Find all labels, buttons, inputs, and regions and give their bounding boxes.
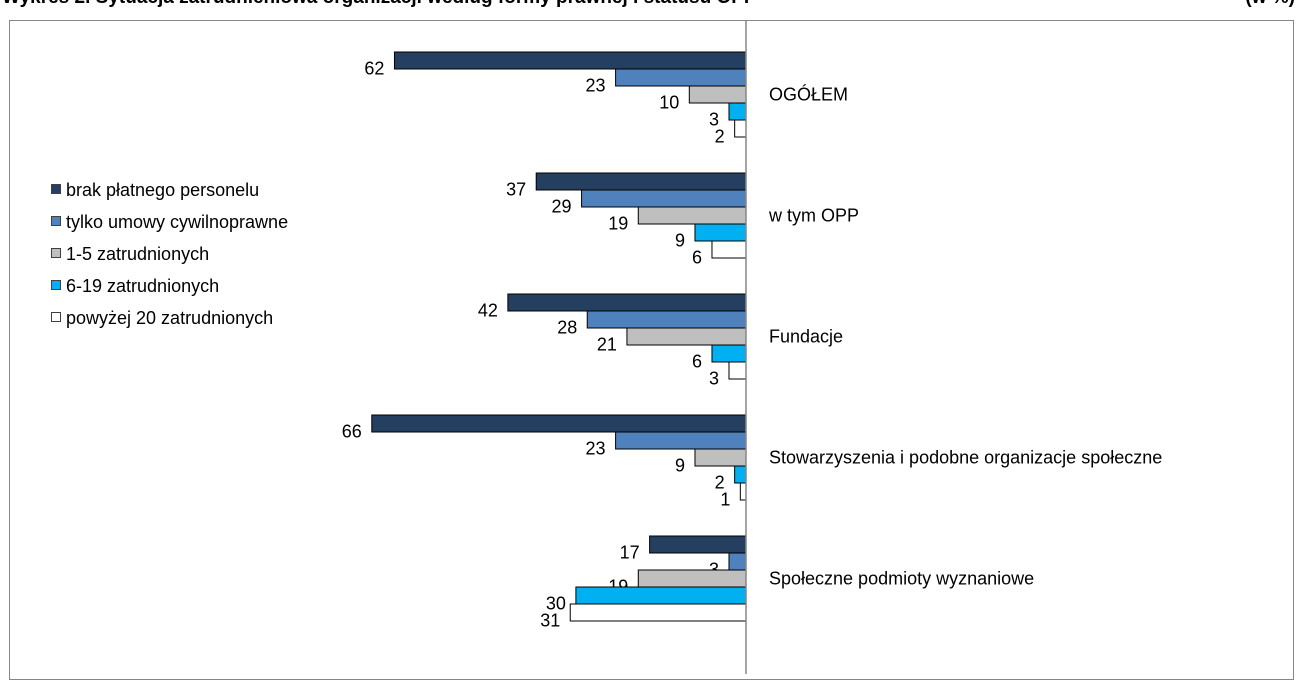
- legend-swatch: [51, 184, 61, 194]
- legend-label: tylko umowy cywilnoprawne: [66, 212, 289, 232]
- data-label: 2: [715, 473, 725, 493]
- bar: [728, 552, 747, 571]
- bar: [739, 482, 747, 501]
- data-label: 23: [586, 439, 606, 459]
- legend-label: 6-19 zatrudnionych: [66, 276, 220, 296]
- bar: [393, 51, 747, 70]
- data-label: 6: [692, 352, 702, 372]
- chart-frame: 62 23 10 3 2 OGÓŁEM 37 29 19 9 6 w tym OPP 42 28 21 6 3 F…: [9, 20, 1294, 680]
- data-label: 17: [620, 543, 640, 563]
- data-label: 28: [557, 318, 577, 338]
- bar: [615, 68, 747, 87]
- bar: [649, 535, 747, 554]
- category-label: OGÓŁEM: [769, 84, 848, 105]
- bar: [507, 293, 747, 312]
- data-label: 29: [552, 197, 572, 217]
- data-label: 1: [720, 490, 730, 510]
- data-label: 10: [659, 93, 679, 113]
- legend-label: powyżej 20 zatrudnionych: [66, 308, 274, 328]
- data-label: 21: [597, 335, 617, 355]
- legend-swatch: [51, 248, 61, 258]
- bar: [615, 431, 747, 450]
- bar: [535, 172, 747, 191]
- legend-swatch: [51, 312, 61, 322]
- bar: [734, 465, 747, 484]
- bar: [728, 361, 747, 380]
- chart-title-unit: (w %): [1245, 0, 1295, 9]
- data-label: 2: [715, 127, 725, 147]
- legend-label: brak płatnego personelu: [66, 180, 260, 200]
- data-label: 30: [546, 594, 566, 614]
- data-label: 19: [608, 214, 628, 234]
- bar: [626, 327, 747, 346]
- bar: [371, 414, 747, 433]
- legend-swatch: [51, 280, 61, 290]
- data-label: 31: [540, 611, 560, 631]
- data-label: 23: [586, 76, 606, 96]
- chart-title-strip: Wykres 2. Sytuacja zatrudnieniowa organi…: [0, 0, 1297, 14]
- data-label: 66: [342, 422, 362, 442]
- data-label: 37: [506, 180, 526, 200]
- bar: [637, 206, 747, 225]
- bar: [728, 102, 747, 121]
- bar: [694, 223, 747, 242]
- bar: [586, 310, 747, 329]
- bar: [734, 119, 747, 138]
- data-label: 42: [478, 301, 498, 321]
- bar: [688, 85, 747, 104]
- bar: [694, 448, 747, 467]
- legend-swatch: [51, 216, 61, 226]
- category-label: Społeczne podmioty wyznaniowe: [769, 569, 1034, 589]
- bar: [711, 240, 747, 259]
- category-label: Fundacje: [769, 327, 843, 347]
- chart-title: Wykres 2. Sytuacja zatrudnieniowa organi…: [2, 0, 757, 9]
- data-label: 6: [692, 248, 702, 268]
- bar: [637, 569, 747, 588]
- legend-label: 1-5 zatrudnionych: [66, 244, 210, 264]
- bar: [575, 586, 747, 605]
- bar: [569, 603, 747, 622]
- data-label: 9: [675, 231, 685, 251]
- data-label: 3: [709, 110, 719, 130]
- data-label: 3: [709, 369, 719, 389]
- data-label: 62: [364, 59, 384, 79]
- category-label: w tym OPP: [768, 206, 859, 226]
- bar: [581, 189, 747, 208]
- data-label: 9: [675, 456, 685, 476]
- category-label: Stowarzyszenia i podobne organizacje spo…: [769, 448, 1162, 468]
- bar: [711, 344, 747, 363]
